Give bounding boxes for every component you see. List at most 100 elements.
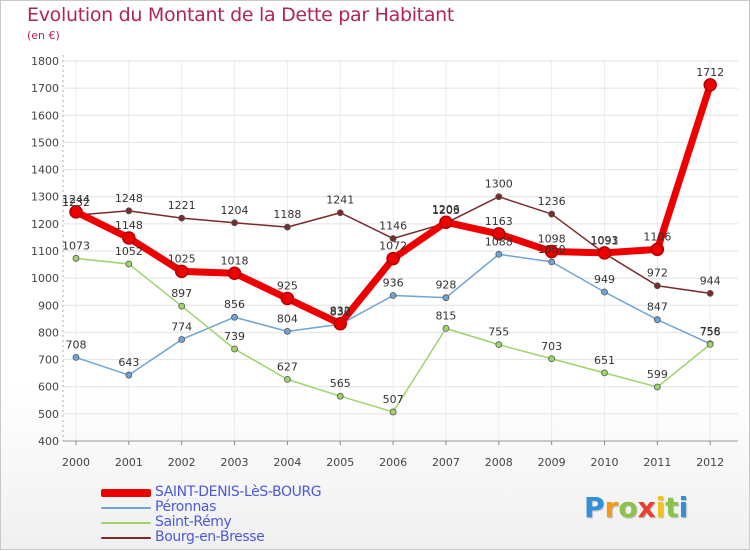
data-label: 599	[647, 368, 668, 381]
data-point	[280, 291, 295, 306]
data-point	[283, 327, 291, 335]
x-tick-label: 2006	[379, 456, 407, 469]
data-point	[389, 235, 397, 242]
y-tick-label: 600	[38, 381, 59, 394]
x-tick-label: 2003	[221, 456, 249, 469]
data-point	[601, 369, 608, 377]
x-tick-label: 2004	[273, 456, 301, 469]
brand-letter: t	[665, 491, 679, 524]
brand-letter: i	[655, 491, 666, 524]
data-label: 739	[224, 330, 245, 343]
data-point	[72, 254, 80, 262]
data-point	[178, 214, 186, 222]
data-label: 1248	[115, 192, 143, 205]
data-point	[283, 375, 291, 383]
series-layer	[69, 78, 717, 416]
y-tick-label: 500	[38, 408, 59, 421]
legend-swatch	[101, 537, 151, 539]
data-label: 1091	[591, 234, 619, 247]
data-point	[597, 246, 612, 260]
data-label: 643	[118, 356, 139, 369]
x-tick-label: 2000	[62, 456, 90, 469]
axis-layer: 400 500 600 700 800 900 1000 1100 1200 1300 1400 15…	[31, 55, 738, 469]
data-label: 1148	[115, 219, 143, 232]
data-point	[178, 302, 186, 310]
data-point	[544, 244, 559, 259]
data-point	[386, 251, 400, 266]
data-label: 936	[383, 277, 404, 290]
data-point	[495, 193, 503, 201]
x-tick-label: 2009	[538, 456, 566, 469]
y-tick-label: 1300	[31, 191, 59, 204]
data-label: 972	[647, 267, 668, 280]
y-tick-label: 1200	[31, 218, 59, 231]
data-label: 1204	[221, 204, 249, 217]
x-tick-label: 2005	[326, 456, 354, 469]
x-tick-label: 2001	[115, 456, 143, 469]
x-tick-label: 2002	[168, 456, 196, 469]
data-label: 925	[277, 280, 298, 293]
data-label: 1232	[62, 196, 90, 209]
data-label: 1018	[221, 254, 249, 267]
data-label: 1025	[168, 252, 196, 265]
data-label: 774	[171, 320, 192, 333]
data-point	[601, 288, 608, 296]
data-label: 703	[541, 340, 562, 353]
data-label: 1203	[432, 204, 460, 217]
data-label: 1098	[538, 233, 566, 246]
data-label: 1052	[115, 245, 143, 258]
data-label: 507	[383, 393, 404, 406]
x-tick-label: 2010	[591, 456, 619, 469]
data-label: 708	[66, 338, 87, 351]
data-point	[495, 341, 503, 349]
data-label: 1146	[379, 220, 407, 233]
data-point	[389, 292, 397, 299]
data-point	[336, 209, 344, 217]
legend-swatch	[101, 489, 151, 497]
data-label: 1241	[326, 194, 354, 207]
legend-swatch	[101, 507, 151, 509]
data-label: 1093	[591, 234, 619, 247]
legend-label: Saint-Rémy	[155, 514, 232, 530]
data-label: 847	[647, 301, 668, 314]
x-tick-label: 2012	[696, 456, 724, 469]
legend-label: Bourg-en-Bresse	[155, 529, 265, 545]
data-label: 1163	[485, 215, 513, 228]
legend-label: Péronnas	[155, 499, 216, 515]
data-point	[125, 207, 133, 215]
data-point	[174, 264, 189, 279]
data-label: 949	[594, 273, 615, 286]
data-label: 856	[224, 298, 245, 311]
data-point	[653, 383, 661, 391]
brand-letter: i	[678, 491, 689, 524]
y-tick-label: 900	[38, 299, 59, 312]
data-point	[548, 210, 556, 218]
data-point	[333, 316, 347, 331]
data-label: 1060	[538, 243, 566, 256]
data-point	[178, 336, 186, 343]
legend-label: SAINT-DENIS-LèS-BOURG	[155, 484, 322, 500]
data-label: 651	[594, 354, 615, 367]
data-label: 1712	[696, 66, 724, 79]
y-tick-label: 400	[38, 435, 59, 448]
data-point	[706, 289, 714, 297]
data-point	[439, 215, 453, 229]
data-point	[706, 340, 714, 348]
data-point	[231, 313, 238, 321]
data-label: 1073	[62, 239, 90, 252]
y-tick-label: 1000	[31, 272, 59, 285]
legend-swatch	[101, 522, 151, 524]
y-tick-label: 1500	[31, 136, 59, 149]
brand-letter: P	[584, 491, 605, 524]
data-label: 1072	[379, 240, 407, 253]
x-tick-label: 2007	[432, 456, 460, 469]
y-tick-label: 800	[38, 326, 59, 339]
data-label: 1088	[485, 235, 513, 248]
y-tick-label: 1700	[31, 82, 59, 95]
data-point	[125, 260, 133, 268]
data-point	[703, 78, 717, 92]
chart-unit: (en €)	[27, 29, 60, 42]
data-point	[336, 392, 344, 400]
